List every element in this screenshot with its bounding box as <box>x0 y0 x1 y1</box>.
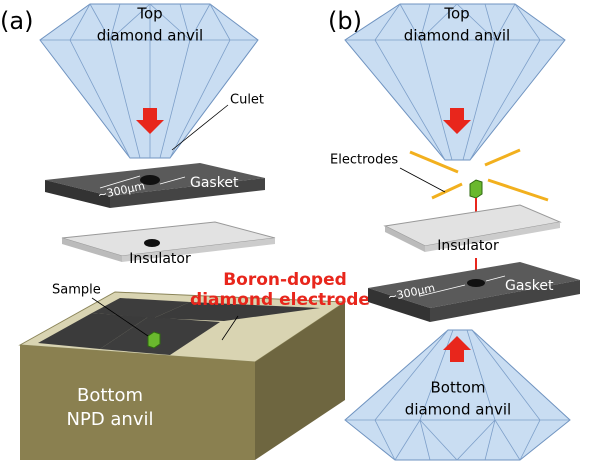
arrow-up <box>443 336 471 362</box>
insulator-label: Insulator <box>437 238 499 254</box>
top-anvil-b <box>344 3 566 161</box>
anvil-label: Top <box>136 5 162 23</box>
gasket-label: Gasket <box>190 175 239 191</box>
bottom-anvil-a <box>18 291 347 460</box>
arrow-down <box>443 108 471 134</box>
anvil-label: NPD anvil <box>67 409 154 430</box>
sample <box>469 179 483 199</box>
anvil-label: Top <box>443 5 469 23</box>
anvil-label: diamond anvil <box>404 27 510 45</box>
gasket-b <box>368 262 580 322</box>
anvil-label: diamond anvil <box>97 27 203 45</box>
insulator-a <box>61 221 276 262</box>
sample-label: Sample <box>52 283 101 298</box>
anvil-label: Bottom <box>77 385 143 406</box>
arrow-down <box>136 108 164 134</box>
bottom-anvil-b <box>344 329 571 461</box>
electrodes <box>409 148 549 202</box>
panel-label: (a) <box>0 7 33 35</box>
anvil-label: diamond anvil <box>405 401 511 419</box>
electrodes-label: Electrodes <box>330 153 398 168</box>
insulator-b <box>383 204 562 252</box>
electrode-label: diamond electrode <box>190 290 370 310</box>
leader <box>399 167 446 193</box>
gasket-label: Gasket <box>505 278 554 294</box>
top-anvil-a <box>39 3 259 159</box>
electrode-label: Boron-doped <box>223 270 347 290</box>
panel-label: (b) <box>328 7 362 35</box>
leader <box>171 104 229 151</box>
culet-label: Culet <box>230 93 264 108</box>
anvil-label: Bottom <box>430 379 485 397</box>
leader <box>91 297 149 337</box>
leader <box>221 315 239 341</box>
insulator-label: Insulator <box>129 251 191 267</box>
gasket-a <box>45 163 265 208</box>
